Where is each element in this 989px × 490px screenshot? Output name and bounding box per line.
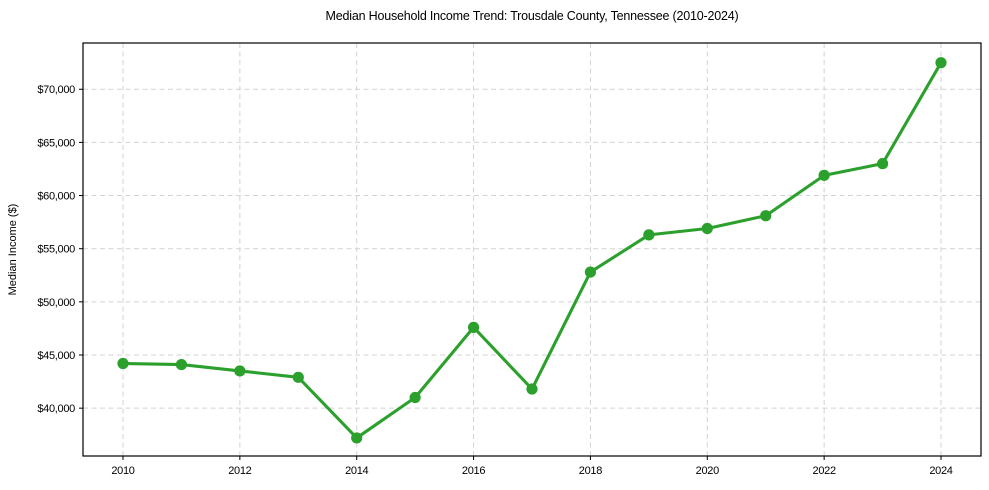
data-point	[351, 432, 363, 444]
data-point	[701, 222, 713, 235]
data-point	[234, 365, 246, 377]
y-tick-label: $50,000	[37, 297, 75, 309]
x-tick-label: 2022	[813, 465, 836, 477]
data-point	[117, 357, 129, 370]
x-tick-label: 2014	[345, 465, 368, 477]
x-tick-label: 2024	[929, 465, 952, 477]
data-point	[467, 321, 480, 333]
chart-title: Median Household Income Trend: Trousdale…	[325, 9, 739, 23]
data-point	[584, 266, 597, 278]
trend-line	[121, 61, 943, 440]
data-point	[760, 210, 772, 222]
data-point	[175, 358, 188, 371]
y-tick-label: $40,000	[37, 403, 75, 415]
data-point	[643, 229, 655, 241]
data-point	[876, 158, 889, 170]
data-point	[292, 371, 304, 383]
y-tick-label: $55,000	[37, 244, 75, 256]
y-axis-label: Median Income ($)	[7, 204, 19, 296]
y-tick-label: $60,000	[37, 191, 75, 203]
y-tick-label: $65,000	[37, 137, 75, 149]
x-tick-label: 2012	[228, 465, 251, 477]
plot-frame	[82, 42, 982, 457]
data-point	[935, 57, 947, 69]
data-point	[409, 391, 421, 404]
y-tick-label: $45,000	[37, 350, 75, 362]
y-tick-label: $70,000	[37, 84, 75, 96]
x-tick-label: 2018	[579, 465, 602, 477]
x-tick-label: 2020	[696, 465, 719, 477]
data-point	[526, 383, 538, 395]
x-tick-label: 2010	[111, 465, 134, 477]
x-tick-label: 2016	[462, 465, 485, 477]
data-point	[818, 169, 830, 181]
